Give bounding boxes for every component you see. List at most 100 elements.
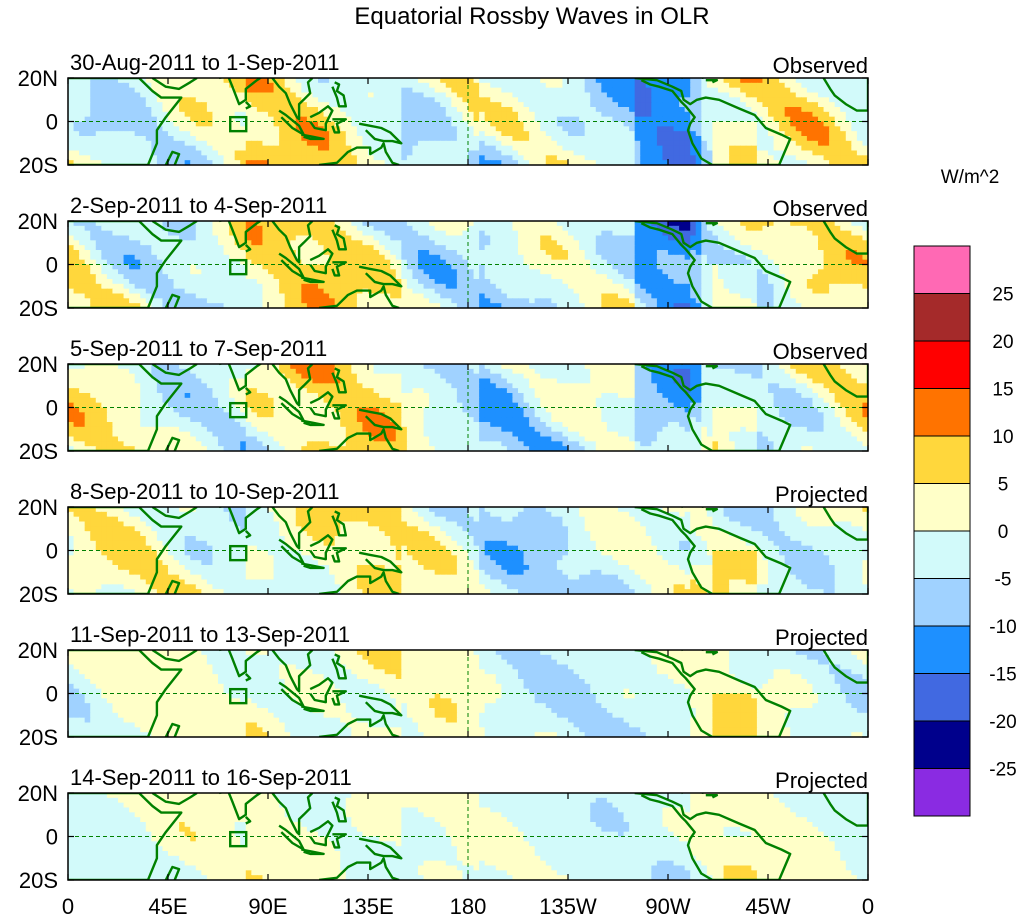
olr-cell — [779, 126, 786, 132]
olr-cell — [218, 78, 225, 84]
olr-cell — [756, 245, 764, 251]
olr-cell — [201, 230, 208, 237]
olr-cell — [623, 245, 630, 251]
olr-cell — [795, 78, 802, 84]
olr-cell — [656, 230, 664, 237]
olr-cell — [145, 235, 152, 241]
olr-cell — [862, 230, 868, 237]
olr-cell — [151, 116, 158, 123]
olr-cell — [295, 235, 302, 241]
olr-cell — [434, 97, 441, 103]
olr-cell — [745, 116, 752, 123]
olr-cell — [234, 150, 241, 156]
olr-cell — [518, 293, 525, 299]
olr-cell — [712, 235, 719, 241]
olr-cell — [373, 160, 380, 165]
olr-cell — [645, 140, 652, 147]
olr-cell — [768, 254, 775, 261]
olr-cell — [68, 250, 75, 256]
olr-cell — [129, 126, 136, 132]
olr-cell — [379, 230, 386, 237]
olr-cell — [323, 245, 330, 251]
olr-cell — [340, 293, 347, 299]
olr-cell — [362, 87, 369, 94]
olr-cell — [662, 107, 669, 113]
coastline — [318, 142, 400, 165]
olr-cell — [90, 140, 97, 147]
olr-cell — [195, 145, 202, 152]
olr-cell — [223, 283, 230, 290]
olr-cell — [368, 240, 375, 246]
olr-cell — [856, 131, 864, 137]
olr-cell — [318, 116, 325, 123]
olr-cell — [779, 78, 786, 84]
olr-cell — [206, 145, 214, 152]
olr-cell — [456, 102, 464, 108]
olr-cell — [151, 235, 158, 241]
olr-cell — [590, 225, 597, 232]
olr-cell — [201, 293, 208, 299]
olr-cell — [184, 126, 191, 132]
olr-cell — [84, 293, 91, 299]
olr-cell — [701, 288, 708, 295]
olr-cell — [829, 235, 836, 241]
olr-cell — [112, 288, 119, 295]
olr-cell — [206, 283, 214, 290]
olr-cell — [218, 107, 225, 113]
olr-cell — [662, 225, 669, 232]
olr-cell — [162, 235, 169, 241]
olr-cell — [751, 102, 758, 108]
olr-cell — [101, 107, 108, 113]
olr-cell — [501, 145, 508, 152]
olr-cell — [540, 160, 547, 165]
olr-cell — [662, 230, 669, 237]
olr-cell — [84, 250, 91, 256]
olr-cell — [206, 87, 214, 94]
olr-cell — [768, 136, 775, 142]
olr-cell — [73, 82, 80, 89]
olr-cell — [245, 107, 252, 113]
olr-cell — [229, 254, 236, 261]
olr-cell — [590, 245, 597, 251]
olr-cell — [118, 121, 125, 127]
olr-cell — [862, 283, 868, 290]
olr-cell — [806, 269, 814, 275]
olr-cell — [162, 92, 169, 98]
olr-cell — [618, 293, 625, 299]
olr-cell — [112, 254, 119, 261]
olr-cell — [551, 269, 558, 275]
olr-cell — [401, 131, 408, 137]
olr-cell — [145, 264, 152, 270]
olr-cell — [651, 150, 658, 156]
olr-cell — [395, 250, 402, 256]
olr-cell — [651, 102, 658, 108]
olr-cell — [579, 107, 586, 113]
olr-cell — [356, 235, 364, 241]
olr-cell — [584, 102, 591, 108]
olr-cell — [712, 116, 719, 123]
olr-cell — [240, 250, 247, 256]
olr-cell — [556, 87, 564, 94]
olr-cell — [590, 283, 597, 290]
olr-cell — [245, 126, 252, 132]
olr-cell — [573, 82, 580, 89]
olr-cell — [129, 136, 136, 142]
olr-cell — [101, 245, 108, 251]
olr-cell — [356, 221, 364, 227]
olr-cell — [106, 264, 114, 270]
olr-cell — [190, 87, 197, 94]
olr-cell — [829, 97, 836, 103]
olr-cell — [795, 155, 802, 161]
olr-cell — [656, 116, 664, 123]
olr-cell — [356, 155, 364, 161]
olr-cell — [273, 250, 280, 256]
olr-cell — [540, 264, 547, 270]
olr-cell — [123, 111, 130, 118]
olr-cell — [590, 160, 597, 165]
olr-cell — [379, 82, 386, 89]
olr-cell — [184, 131, 191, 137]
olr-cell — [612, 126, 619, 132]
olr-cell — [412, 140, 419, 147]
olr-cell — [618, 160, 625, 165]
olr-cell — [512, 269, 519, 275]
